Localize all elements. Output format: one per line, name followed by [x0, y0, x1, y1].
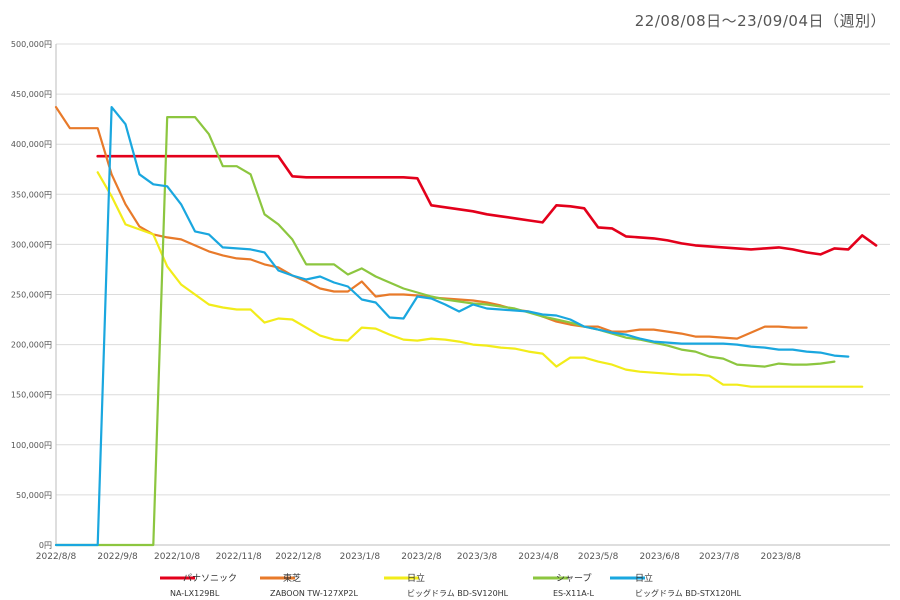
date-range-label: 22/08/08日～23/09/04日（週別） — [634, 12, 886, 30]
y-tick-label: 250,000円 — [11, 291, 52, 300]
x-tick-label: 2023/1/8 — [340, 552, 381, 562]
series-line-3 — [96, 171, 864, 388]
legend-label-4: シャープ — [556, 573, 591, 584]
x-tick-label: 2022/11/8 — [216, 552, 262, 562]
legend-model-4: ES-X11A-L — [553, 589, 594, 598]
legend-label-3: 日立 — [407, 572, 425, 584]
x-tick-label: 2023/7/8 — [699, 552, 740, 562]
x-tick-label: 2023/3/8 — [457, 552, 498, 562]
y-tick-label: 200,000円 — [11, 341, 52, 350]
series-line-2 — [54, 106, 808, 340]
y-tick-label: 450,000円 — [11, 90, 52, 99]
series-line-1 — [96, 154, 878, 256]
legend-model-3: ビッグドラム BD-SV120HL — [407, 588, 509, 598]
y-tick-label: 400,000円 — [11, 140, 52, 149]
x-tick-label: 2023/5/8 — [578, 552, 619, 562]
y-tick-label: 500,000円 — [11, 40, 52, 49]
x-tick-label: 2023/2/8 — [401, 552, 442, 562]
y-tick-label: 50,000円 — [16, 491, 52, 500]
x-tick-label: 2023/6/8 — [639, 552, 680, 562]
x-tick-label: 2022/12/8 — [275, 552, 321, 562]
legend-model-1: NA-LX129BL — [170, 589, 220, 598]
y-tick-label: 100,000円 — [11, 441, 52, 450]
series-line-4 — [54, 116, 836, 547]
y-tick-label: 350,000円 — [11, 190, 52, 199]
x-tick-label: 2023/8/8 — [761, 552, 802, 562]
y-tick-label: 150,000円 — [11, 391, 52, 400]
x-tick-label: 2022/10/8 — [154, 552, 200, 562]
legend-model-2: ZABOON TW-127XP2L — [270, 589, 358, 598]
legend-label-5: 日立 — [635, 572, 653, 584]
x-tick-label: 2023/4/8 — [518, 552, 559, 562]
y-tick-label: 300,000円 — [11, 240, 52, 249]
legend-label-2: 東芝 — [283, 572, 301, 584]
legend-label-1: パナソニック — [183, 573, 237, 584]
legend-model-5: ビッグドラム BD-STX120HL — [635, 588, 742, 598]
series-line-5 — [54, 106, 850, 547]
y-tick-label: 0円 — [39, 541, 52, 550]
x-tick-label: 2022/9/8 — [97, 552, 138, 562]
x-tick-label: 2022/8/8 — [36, 552, 77, 562]
